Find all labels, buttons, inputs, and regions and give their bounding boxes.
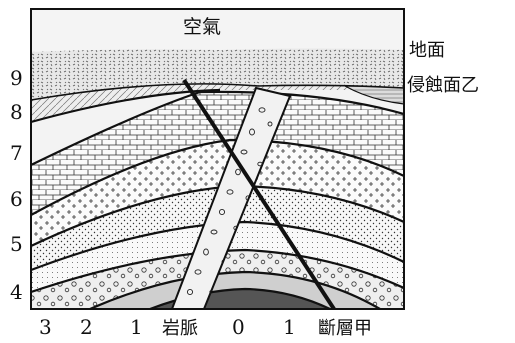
bottom-number: 3 xyxy=(39,315,52,339)
left-number: 4 xyxy=(10,280,23,304)
left-number: 9 xyxy=(10,66,23,90)
bedding-lines xyxy=(31,88,404,309)
left-layer-numbers: 9 8 7 6 5 4 xyxy=(10,66,23,304)
air-label: 空氣 xyxy=(183,16,221,38)
diagram-frame xyxy=(30,8,405,310)
dike xyxy=(170,86,292,309)
fault-line xyxy=(182,78,336,309)
eroded-upper-right xyxy=(342,85,404,105)
left-number: 5 xyxy=(10,232,23,256)
left-number: 8 xyxy=(10,100,23,124)
bottom-number: 2 xyxy=(80,315,93,339)
bottom-labels: 3 2 1 岩脈 0 1 斷層甲 xyxy=(39,315,372,339)
dike-label: 岩脈 xyxy=(162,318,198,339)
left-number: 6 xyxy=(10,187,23,211)
left-number: 7 xyxy=(10,141,23,165)
erosion-surface-line xyxy=(31,83,404,101)
erosion-surface-label: 侵蝕面乙 xyxy=(407,75,479,96)
bottom-number: 0 xyxy=(232,315,245,339)
cross-section-body xyxy=(31,9,404,309)
fault-label: 斷層甲 xyxy=(318,318,372,339)
ground-surface-label: 地面 xyxy=(409,40,445,61)
bottom-number: 1 xyxy=(130,315,143,339)
bottom-number: 1 xyxy=(283,315,296,339)
